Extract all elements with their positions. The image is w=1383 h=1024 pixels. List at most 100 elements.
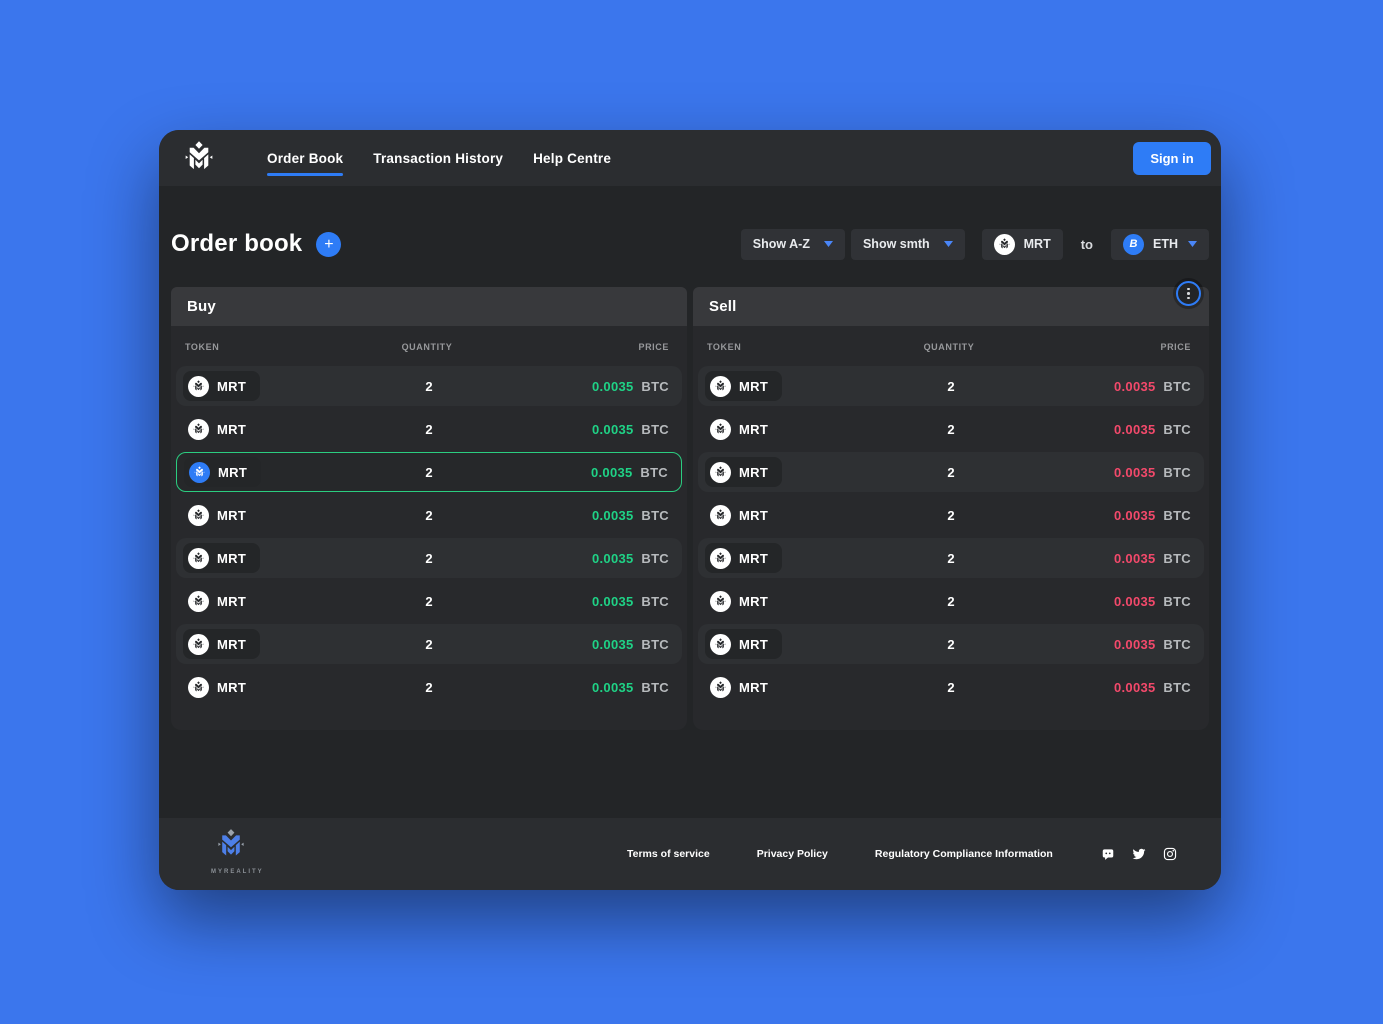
brand-logo-icon xyxy=(181,140,217,176)
order-row[interactable]: MRT 2 0.0035 BTC xyxy=(176,538,682,578)
token-label: MRT xyxy=(739,679,769,695)
eth-coin-icon: B xyxy=(1123,233,1144,255)
order-row[interactable]: MRT 2 0.0035 BTC xyxy=(698,667,1204,707)
price-unit: BTC xyxy=(637,636,669,652)
price-unit: BTC xyxy=(637,507,669,523)
sign-in-button[interactable]: Sign in xyxy=(1133,141,1211,175)
filter-dropdown[interactable]: Show smth xyxy=(850,228,965,260)
token-chip: MRT xyxy=(183,629,261,659)
token-label: MRT xyxy=(217,593,247,609)
order-row[interactable]: MRT 2 0.0035 BTC xyxy=(176,624,682,664)
quantity-value: 2 xyxy=(425,421,433,437)
quantity-value: 2 xyxy=(425,593,433,609)
mrt-coin-icon xyxy=(188,504,209,526)
order-row[interactable]: MRT 2 0.0035 BTC xyxy=(698,538,1204,578)
token-chip: MRT xyxy=(705,629,783,659)
price-cell: 0.0035 BTC xyxy=(592,379,682,394)
quantity-value: 2 xyxy=(947,679,955,695)
token-label: MRT xyxy=(217,550,247,566)
token-chip: MRT xyxy=(183,672,260,702)
token-label: MRT xyxy=(217,679,247,695)
privacy-policy-link[interactable]: Privacy Policy xyxy=(756,848,828,860)
column-header-token: TOKEN xyxy=(185,342,220,352)
token-label: MRT xyxy=(217,507,247,523)
token-chip: MRT xyxy=(183,371,261,401)
token-label: MRT xyxy=(739,507,769,523)
to-label: to xyxy=(1080,236,1093,252)
panel-menu-button[interactable] xyxy=(1176,281,1201,306)
order-row[interactable]: MRT 2 0.0035 BTC xyxy=(698,495,1204,535)
buy-panel-title: Buy xyxy=(187,298,216,315)
buy-panel: Buy TOKEN QUANTITY PRICE MRT 2 0.0035 BT… xyxy=(171,287,687,730)
price-value: 0.0035 xyxy=(1113,593,1156,609)
order-row[interactable]: MRT 2 0.0035 BTC xyxy=(176,581,682,621)
mrt-coin-icon xyxy=(188,676,209,698)
token-chip: MRT xyxy=(705,543,783,573)
price-unit: BTC xyxy=(637,421,669,437)
chevron-down-icon xyxy=(943,241,953,247)
twitter-icon[interactable] xyxy=(1132,847,1146,861)
price-unit: BTC xyxy=(1159,593,1191,609)
price-value: 0.0035 xyxy=(591,593,634,609)
mrt-coin-icon xyxy=(710,461,731,483)
mrt-coin-icon xyxy=(189,461,210,483)
to-token-label: ETH xyxy=(1153,237,1178,251)
price-value: 0.0035 xyxy=(1113,636,1156,652)
token-chip: MRT xyxy=(705,371,783,401)
price-cell: 0.0035 BTC xyxy=(592,551,682,566)
token-chip: MRT xyxy=(705,586,782,616)
order-row[interactable]: MRT 2 0.0035 BTC xyxy=(698,581,1204,621)
token-label: MRT xyxy=(739,550,769,566)
sort-dropdown-value: Show A-Z xyxy=(752,237,810,251)
price-cell: 0.0035 BTC xyxy=(1114,594,1204,609)
nav-item-transaction-history[interactable]: Transaction History xyxy=(373,150,504,166)
terms-of-service-link[interactable]: Terms of service xyxy=(627,848,710,860)
mrt-coin-icon xyxy=(993,233,1015,255)
price-value: 0.0035 xyxy=(591,679,634,695)
column-header-price: PRICE xyxy=(638,342,669,352)
token-label: MRT xyxy=(218,464,248,480)
chevron-down-icon xyxy=(1188,241,1197,247)
mrt-coin-icon xyxy=(710,676,731,698)
add-order-button[interactable]: + xyxy=(316,231,342,257)
price-value: 0.0035 xyxy=(1113,464,1156,480)
price-unit: BTC xyxy=(637,593,669,609)
order-row[interactable]: MRT 2 0.0035 BTC xyxy=(176,667,682,707)
order-row[interactable]: MRT 2 0.0035 BTC xyxy=(176,366,682,406)
sell-panel-header: Sell xyxy=(693,287,1209,326)
instagram-icon[interactable] xyxy=(1163,847,1177,861)
toolbar: Order book + Show A-Z Show smth MRT to B xyxy=(171,226,1209,262)
order-row[interactable]: MRT 2 0.0035 BTC xyxy=(176,409,682,449)
mrt-coin-icon xyxy=(188,547,209,569)
price-value: 0.0035 xyxy=(591,421,634,437)
token-chip: MRT xyxy=(705,500,782,530)
to-token-select[interactable]: B ETH xyxy=(1111,228,1209,260)
sell-panel-title: Sell xyxy=(709,298,737,315)
token-label: MRT xyxy=(739,421,769,437)
column-header-quantity: QUANTITY xyxy=(401,342,453,352)
sell-panel: Sell TOKEN QUANTITY PRICE MRT 2 0.0035 B… xyxy=(693,281,1209,730)
price-unit: BTC xyxy=(637,550,669,566)
order-row[interactable]: MRT 2 0.0035 BTC xyxy=(698,366,1204,406)
column-header-price: PRICE xyxy=(1160,342,1191,352)
nav-item-help-centre[interactable]: Help Centre xyxy=(533,150,612,166)
order-row[interactable]: MRT 2 0.0035 BTC xyxy=(698,624,1204,664)
nav-item-order-book[interactable]: Order Book xyxy=(267,150,344,176)
price-value: 0.0035 xyxy=(591,378,634,394)
order-row[interactable]: MRT 2 0.0035 BTC xyxy=(176,495,682,535)
sort-dropdown[interactable]: Show A-Z xyxy=(740,228,845,260)
regulatory-compliance-link[interactable]: Regulatory Compliance Information xyxy=(874,848,1053,860)
discord-icon[interactable] xyxy=(1101,847,1115,861)
from-token-select[interactable]: MRT xyxy=(981,228,1063,260)
order-row[interactable]: MRT 2 0.0035 BTC xyxy=(698,409,1204,449)
price-value: 0.0035 xyxy=(1113,378,1156,394)
order-row[interactable]: MRT 2 0.0035 BTC xyxy=(698,452,1204,492)
price-cell: 0.0035 BTC xyxy=(592,680,682,695)
from-token-label: MRT xyxy=(1023,237,1051,251)
quantity-value: 2 xyxy=(425,507,433,523)
price-cell: 0.0035 BTC xyxy=(1114,508,1204,523)
order-row[interactable]: MRT 2 0.0035 BTC xyxy=(176,452,682,492)
price-value: 0.0035 xyxy=(1113,679,1156,695)
chevron-down-icon xyxy=(823,241,833,247)
quantity-value: 2 xyxy=(425,679,433,695)
